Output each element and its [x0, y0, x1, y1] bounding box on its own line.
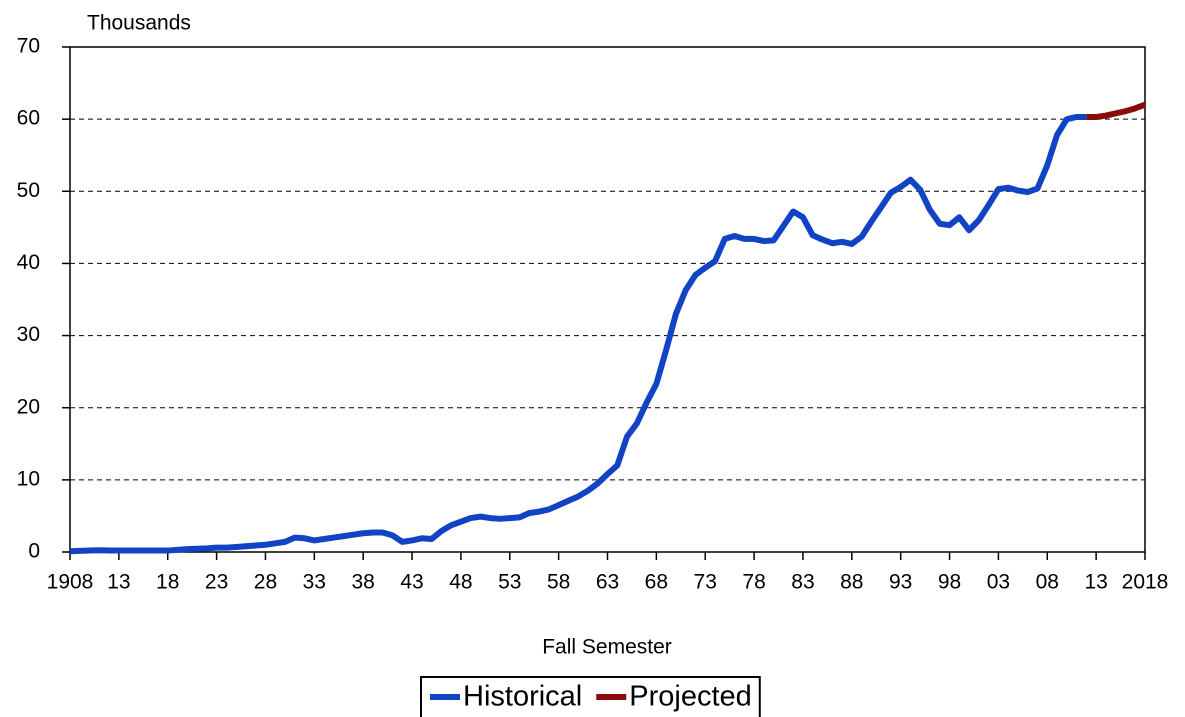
plot-frame: [69, 46, 1146, 553]
y-tick-label: 40: [17, 251, 40, 274]
y-tick-label: 0: [28, 540, 40, 563]
data-line: [69, 113, 1087, 555]
y-tick-label: 10: [17, 467, 40, 490]
legend-label: Projected: [629, 681, 752, 713]
y-tick-label: 30: [17, 323, 40, 346]
x-tick-label: 88: [840, 571, 863, 594]
x-tick-label: 23: [205, 571, 228, 594]
data-line: [1086, 101, 1147, 120]
x-tick-label: 13: [107, 571, 130, 594]
x-tick-label: 08: [1036, 571, 1059, 594]
x-tick-label: 38: [352, 571, 375, 594]
x-tick-label: 1908: [47, 571, 94, 594]
x-tick-label: 2018: [1122, 571, 1169, 594]
x-tick-label: 93: [889, 571, 912, 594]
x-tick-label: 48: [449, 571, 472, 594]
x-tick-label: 63: [596, 571, 619, 594]
x-tick-label: 98: [938, 571, 961, 594]
x-axis-label: Fall Semester: [542, 636, 672, 659]
y-axis-label: Thousands: [87, 12, 191, 35]
y-tick-label: 20: [17, 395, 40, 418]
legend-label: Historical: [463, 681, 582, 713]
x-tick-label: 13: [1084, 571, 1107, 594]
x-tick-label: 18: [156, 571, 179, 594]
x-tick-label: 28: [254, 571, 277, 594]
legend-box: [420, 676, 761, 717]
x-tick-label: 68: [645, 571, 668, 594]
x-tick-label: 53: [498, 571, 521, 594]
x-tick-label: 83: [791, 571, 814, 594]
x-tick-label: 78: [742, 571, 765, 594]
x-tick-label: 43: [400, 571, 423, 594]
x-tick-label: 03: [987, 571, 1010, 594]
y-tick-label: 70: [17, 35, 40, 58]
x-tick-label: 33: [303, 571, 326, 594]
x-tick-label: 73: [694, 571, 717, 594]
y-tick-label: 50: [17, 179, 40, 202]
y-tick-label: 60: [17, 107, 40, 130]
x-tick-label: 58: [547, 571, 570, 594]
